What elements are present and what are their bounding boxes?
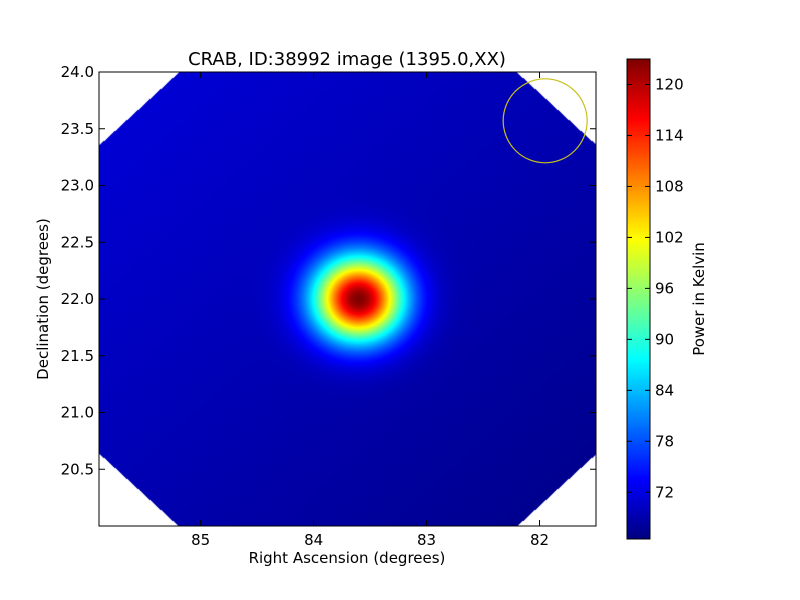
colorbar-tick-label: 102 [655,228,684,246]
colorbar-label: Power in Kelvin [690,242,708,356]
x-tick-label: 84 [304,531,323,549]
colorbar: 72 78 84 90 96 102 108 114 120 [626,58,684,540]
y-tick-label: 23.0 [61,177,94,195]
colorbar-axis: 72 78 84 90 96 102 108 114 120 [627,75,684,501]
heatmap-image [99,72,596,526]
y-tick-label: 24.0 [61,63,94,81]
chart-title: CRAB, ID:38992 image (1395.0,XX) [188,49,506,70]
colorbar-tick-label: 72 [655,483,674,501]
y-tick-label: 21.0 [61,404,94,422]
colorbar-tick-label: 114 [655,126,684,144]
colorbar-tick-label: 120 [655,75,684,93]
colorbar-frame [626,58,651,540]
heatmap-raster [99,72,596,526]
x-axis-label: Right Ascension (degrees) [249,549,446,567]
y-tick-label: 22.0 [61,290,94,308]
x-tick-label: 83 [417,531,436,549]
y-tick-label: 20.5 [61,460,94,478]
y-tick-label: 21.5 [61,347,94,365]
y-axis-label: Declination (degrees) [34,218,52,380]
colorbar-tick-label: 108 [655,177,684,195]
y-tick-label: 22.5 [61,233,94,251]
beam-circle [502,78,588,164]
x-tick-label: 82 [530,531,549,549]
colorbar-tick-label: 78 [655,432,674,450]
colorbar-tick-label: 84 [655,381,674,399]
colorbar-tick-label: 96 [655,279,674,297]
y-axis: 20.5 21.0 21.5 22.0 22.5 23.0 23.5 24.0 [61,63,596,478]
colorbar-tick-label: 90 [655,330,674,348]
y-tick-label: 23.5 [61,120,94,138]
x-axis: 85 84 83 82 [191,72,549,549]
x-tick-label: 85 [191,531,210,549]
colorbar-gradient [627,59,650,539]
